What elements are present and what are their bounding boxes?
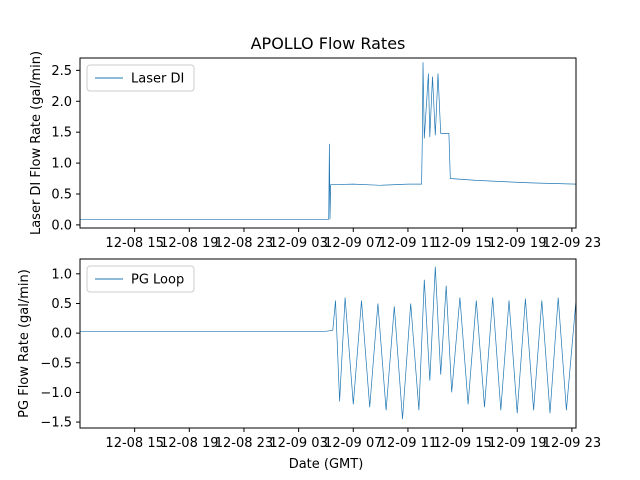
laser-di-x-tick-label: 12-09 11 bbox=[379, 236, 437, 251]
pg-loop-x-tick-label: 12-09 03 bbox=[269, 436, 327, 451]
laser-di-x-tick-label: 12-09 15 bbox=[433, 236, 491, 251]
laser-di-legend-box bbox=[86, 64, 195, 92]
pg-loop-x-tick-label: 12-08 15 bbox=[105, 436, 163, 451]
laser-di-y-tick-label: 1.0 bbox=[51, 157, 72, 172]
laser-di-x-tick-label: 12-09 23 bbox=[543, 236, 601, 251]
laser-di-y-tick-label: 2.5 bbox=[51, 64, 72, 79]
chart-title: APOLLO Flow Rates bbox=[251, 34, 406, 53]
laser-di-x-tick-label: 12-09 07 bbox=[324, 236, 382, 251]
pg-loop-x-tick-label: 12-08 23 bbox=[215, 436, 273, 451]
pg-loop-x-tick-label: 12-08 19 bbox=[160, 436, 218, 451]
laser-di-y-tick-label: 1.5 bbox=[51, 126, 72, 141]
pg-loop-axes-frame bbox=[79, 258, 577, 429]
pg-loop-x-tick-label: 12-09 15 bbox=[433, 436, 491, 451]
laser-di-axes-frame bbox=[79, 57, 577, 229]
pg-loop-x-tick-label: 12-09 23 bbox=[543, 436, 601, 451]
pg-loop-y-tick-label: 0.5 bbox=[51, 297, 72, 312]
pg-loop-legend: PG Loop bbox=[86, 265, 195, 293]
pg-loop-y-tick-label: −1.0 bbox=[40, 386, 72, 401]
pg-loop-y-tick-label: −1.5 bbox=[40, 416, 72, 431]
laser-di-y-tick-label: 0.5 bbox=[51, 188, 72, 203]
laser-di-x-tick-label: 12-08 15 bbox=[105, 236, 163, 251]
pg-loop-legend-label: PG Loop bbox=[131, 273, 184, 288]
pg-loop-y-tick-label: −0.5 bbox=[40, 356, 72, 371]
laser-di-legend: Laser DI bbox=[86, 64, 195, 92]
laser-di-x-tick-label: 12-09 19 bbox=[488, 236, 546, 251]
pg-loop-series-line bbox=[80, 266, 576, 420]
pg-loop-x-tick-label: 12-09 19 bbox=[488, 436, 546, 451]
laser-di-x-tick-label: 12-08 23 bbox=[215, 236, 273, 251]
pg-loop-y-tick-label: 1.0 bbox=[51, 267, 72, 282]
laser-di-legend-label: Laser DI bbox=[131, 72, 184, 87]
pg-loop-y-tick-label: 0.0 bbox=[51, 327, 72, 342]
pg-loop-y-axis-label: PG Flow Rate (gal/min) bbox=[17, 269, 32, 418]
laser-di-y-tick-label: 2.0 bbox=[51, 95, 72, 110]
laser-di-y-tick-label: 0.0 bbox=[51, 218, 72, 233]
pg-loop-x-tick-label: 12-09 07 bbox=[324, 436, 382, 451]
laser-di-y-axis-label: Laser DI Flow Rate (gal/min) bbox=[29, 51, 44, 235]
x-axis-label: Date (GMT) bbox=[289, 457, 364, 472]
laser-di-series-line bbox=[80, 62, 576, 220]
laser-di-x-tick-label: 12-09 03 bbox=[269, 236, 327, 251]
pg-loop-x-tick-label: 12-09 11 bbox=[379, 436, 437, 451]
pg-loop-legend-box bbox=[86, 265, 195, 293]
laser-di-x-tick-label: 12-08 19 bbox=[160, 236, 218, 251]
